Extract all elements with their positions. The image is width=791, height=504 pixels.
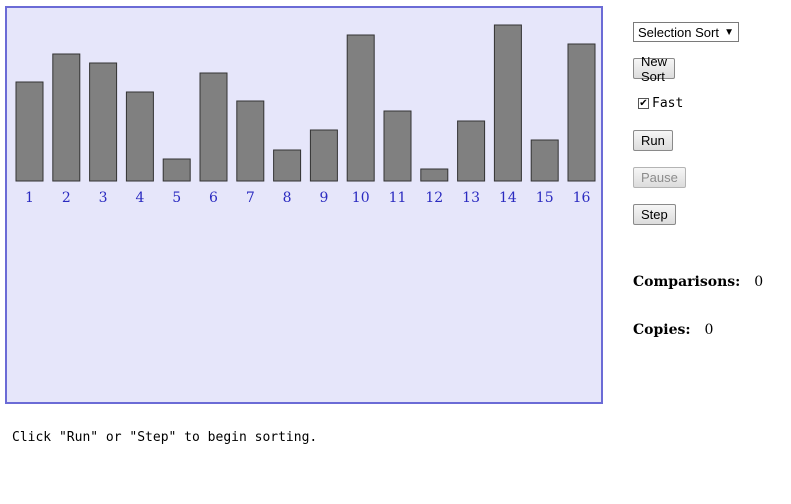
bar-label-12: 12	[425, 190, 443, 206]
bar-13	[457, 120, 486, 182]
bar-label-1: 1	[25, 190, 34, 206]
bar-1	[15, 81, 44, 182]
fast-label: Fast	[652, 96, 684, 111]
bar-label-2: 2	[62, 190, 71, 206]
bar-label-14: 14	[499, 190, 517, 206]
bar-label-5: 5	[172, 190, 181, 206]
bar-label-13: 13	[462, 190, 480, 206]
sort-visualization-panel: 1 2 3 4 5 6 7 8 9 10 11 12 13 14 15 16	[5, 6, 603, 404]
algorithm-select-value: Selection Sort	[638, 24, 719, 40]
new-sort-button[interactable]: New Sort	[633, 54, 676, 84]
algorithm-select[interactable]: Selection Sort ▼	[633, 22, 739, 42]
bars-chart: 1 2 3 4 5 6 7 8 9 10 11 12 13 14 15 16	[15, 24, 596, 206]
status-message: Click "Run" or "Step" to begin sorting.	[12, 430, 318, 445]
bar-label-4: 4	[135, 190, 144, 206]
fast-checkbox[interactable]: ✔	[638, 97, 649, 109]
bar-12	[420, 168, 449, 182]
bar-3	[89, 62, 118, 182]
bar-label-15: 15	[536, 190, 554, 206]
copies-label: Copies:	[633, 322, 691, 338]
bar-9	[309, 129, 338, 182]
chevron-down-icon: ▼	[724, 26, 734, 38]
bar-5	[162, 158, 191, 182]
bar-10	[346, 34, 375, 182]
bar-label-3: 3	[99, 190, 108, 206]
bar-label-6: 6	[209, 190, 218, 206]
bar-label-11: 11	[389, 190, 407, 206]
comparisons-label: Comparisons:	[633, 274, 741, 290]
copies-stat: Copies: 0	[633, 322, 713, 338]
step-button[interactable]: Step	[633, 204, 676, 225]
fast-option[interactable]: ✔ Fast	[638, 96, 683, 111]
bar-11	[383, 110, 412, 182]
bar-7	[236, 100, 265, 182]
run-button[interactable]: Run	[633, 130, 673, 151]
bar-label-8: 8	[283, 190, 292, 206]
bar-4	[125, 91, 154, 182]
bar-label-9: 9	[319, 190, 328, 206]
bar-6	[199, 72, 228, 182]
bar-15	[530, 139, 559, 182]
bar-8	[273, 149, 302, 182]
comparisons-stat: Comparisons: 0	[633, 274, 763, 290]
copies-value: 0	[704, 322, 714, 338]
bar-16	[567, 43, 596, 182]
bar-label-16: 16	[573, 190, 591, 206]
pause-button[interactable]: Pause	[633, 167, 686, 188]
bar-2	[52, 53, 81, 182]
bar-label-7: 7	[246, 190, 255, 206]
comparisons-value: 0	[754, 274, 764, 290]
bar-14	[493, 24, 522, 182]
bar-label-10: 10	[352, 190, 370, 206]
